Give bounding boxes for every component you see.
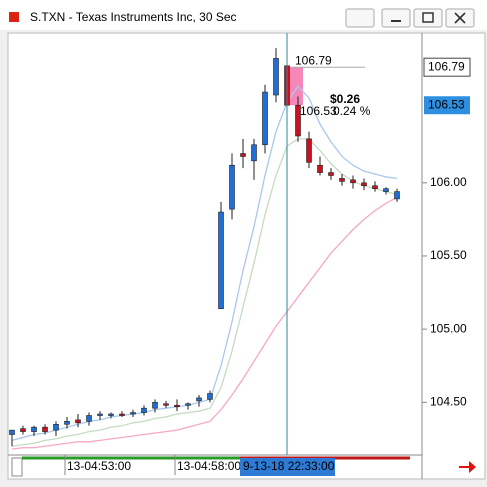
candle-body xyxy=(394,191,400,200)
last-price-box xyxy=(424,96,470,115)
close-icon xyxy=(454,12,466,24)
y-tick-label: 105.00 xyxy=(430,321,467,335)
candle-body xyxy=(218,211,224,309)
candle-body xyxy=(86,415,92,422)
app-icon xyxy=(9,12,19,22)
window-title: S.TXN - Texas Instruments Inc, 30 Sec xyxy=(30,10,237,24)
maximize-button[interactable] xyxy=(413,8,443,28)
last-price-label: 106.53 xyxy=(428,97,465,111)
moving-average xyxy=(11,85,398,441)
measure-change: $0.26 xyxy=(330,92,360,106)
candle-body xyxy=(339,178,345,182)
candle-body xyxy=(383,188,389,192)
candle-body xyxy=(42,426,48,432)
candle-body xyxy=(295,104,301,137)
x-tick-label: 13-04:53:00 xyxy=(67,459,131,473)
candle-body xyxy=(64,421,70,425)
minimize-button[interactable] xyxy=(381,8,411,28)
candle-body xyxy=(185,403,191,406)
candle-body xyxy=(251,144,257,162)
measure-percent: 0.24 % xyxy=(333,104,371,118)
maximize-icon xyxy=(422,12,434,23)
candle-body xyxy=(174,404,180,408)
candle-body xyxy=(361,182,367,187)
candle-body xyxy=(328,172,334,176)
marker-price-box xyxy=(423,57,471,77)
link-button[interactable] xyxy=(345,8,375,28)
candle-body xyxy=(141,407,147,413)
candle-body xyxy=(119,413,125,416)
candle-body xyxy=(130,412,136,415)
candle-body xyxy=(317,164,323,173)
candle-body xyxy=(306,138,312,163)
candle-body xyxy=(163,403,169,406)
marker-price-label: 106.79 xyxy=(428,59,465,73)
moving-average xyxy=(11,138,398,447)
measure-start-label: 106.79 xyxy=(295,53,332,67)
x-tick-label: 13-04:58:00 xyxy=(177,459,241,473)
candle-body xyxy=(273,58,279,96)
y-tick-label: 104.50 xyxy=(430,394,467,408)
candle-body xyxy=(229,164,235,210)
candle-body xyxy=(196,397,202,402)
candle-body xyxy=(53,423,59,431)
candle-body xyxy=(262,91,268,146)
candle-body xyxy=(350,179,356,184)
y-tick-label: 106.00 xyxy=(430,175,467,189)
y-tick-label: 105.50 xyxy=(430,248,467,262)
scroll-thumb[interactable] xyxy=(11,457,23,477)
candle-body xyxy=(372,185,378,189)
candle-body xyxy=(20,428,26,432)
candle-body xyxy=(207,393,213,400)
scroll-arrow[interactable] xyxy=(459,461,476,473)
candle-body xyxy=(97,413,103,416)
candle-body xyxy=(152,402,158,409)
candle-body xyxy=(108,413,114,416)
measure-end-label: 106.53 xyxy=(300,104,337,118)
moving-average xyxy=(11,196,398,450)
candle-body xyxy=(9,429,15,435)
candle-body xyxy=(240,153,246,157)
candle-body xyxy=(31,426,37,432)
cursor-label: 9-13-18 22:33:00 xyxy=(243,459,335,473)
cursor-label-box xyxy=(240,458,335,476)
candle-body xyxy=(75,419,81,424)
